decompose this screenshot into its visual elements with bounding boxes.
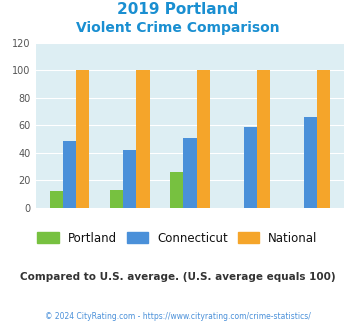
Bar bbox=[63, 141, 76, 208]
Text: Violent Crime Comparison: Violent Crime Comparison bbox=[76, 21, 279, 35]
Bar bbox=[110, 190, 123, 208]
Bar bbox=[183, 138, 197, 208]
Bar bbox=[317, 70, 330, 208]
Text: 2019 Portland: 2019 Portland bbox=[117, 2, 238, 16]
Bar bbox=[304, 117, 317, 208]
Bar bbox=[257, 70, 270, 208]
Text: © 2024 CityRating.com - https://www.cityrating.com/crime-statistics/: © 2024 CityRating.com - https://www.city… bbox=[45, 312, 310, 321]
Bar bbox=[197, 70, 210, 208]
Bar bbox=[50, 191, 63, 208]
Text: Compared to U.S. average. (U.S. average equals 100): Compared to U.S. average. (U.S. average … bbox=[20, 272, 335, 282]
Bar bbox=[136, 70, 149, 208]
Legend: Portland, Connecticut, National: Portland, Connecticut, National bbox=[33, 227, 322, 249]
Bar bbox=[244, 127, 257, 208]
Bar bbox=[76, 70, 89, 208]
Bar bbox=[170, 172, 183, 208]
Bar bbox=[123, 150, 136, 208]
